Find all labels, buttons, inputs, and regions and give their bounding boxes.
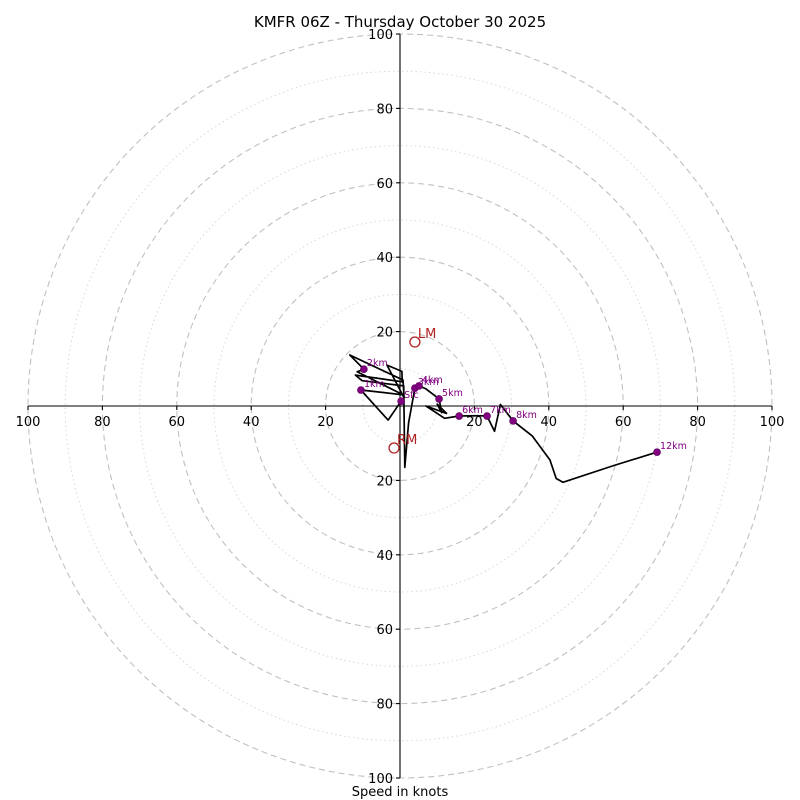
y-tick-label: 100 <box>368 772 393 787</box>
storm-motion-rm-label: RM <box>397 433 417 448</box>
height-marker-5km <box>435 395 443 403</box>
height-marker-2km <box>360 365 368 373</box>
x-tick-label: 20 <box>466 415 483 430</box>
y-tick-label: 80 <box>376 102 393 117</box>
x-tick-label: 100 <box>760 415 785 430</box>
y-tick-label: 40 <box>376 251 393 266</box>
x-tick-label: 100 <box>16 415 41 430</box>
x-tick-label: 80 <box>689 415 706 430</box>
height-marker-6km <box>455 412 463 420</box>
x-tick-label: 60 <box>169 415 186 430</box>
storm-motion-rm-marker <box>388 442 400 454</box>
x-tick-label: 20 <box>317 415 334 430</box>
height-label-2km: 2km <box>367 358 388 369</box>
storm-motion-lm-marker <box>409 336 421 348</box>
x-tick-label: 40 <box>541 415 558 430</box>
x-axis-label: Speed in knots <box>352 785 449 800</box>
height-marker-8km <box>509 417 517 425</box>
height-label-4km: 4km <box>422 375 443 386</box>
axes <box>28 34 772 778</box>
hodograph-trace-group <box>348 354 658 484</box>
y-ticks: 100 80 60 40 20 20 40 60 80 100 <box>368 28 400 787</box>
height-label-7km: 7km <box>490 405 511 416</box>
y-tick-label: 100 <box>368 28 393 43</box>
height-label-1km: 1km <box>364 379 385 390</box>
height-marker-1km <box>357 386 365 394</box>
y-tick-label: 60 <box>376 623 393 638</box>
y-tick-label: 60 <box>376 177 393 192</box>
y-tick-label: 20 <box>376 474 393 489</box>
height-label-12km: 12km <box>660 441 687 452</box>
y-tick-label: 20 <box>376 326 393 341</box>
height-marker-12km <box>653 448 661 456</box>
height-marker-sfc <box>397 397 405 405</box>
storm-motions: LM RM <box>388 327 436 454</box>
x-tick-label: 40 <box>243 415 260 430</box>
height-marker-4km <box>415 382 423 390</box>
x-tick-label: 80 <box>94 415 111 430</box>
y-tick-label: 80 <box>376 698 393 713</box>
height-label-6km: 6km <box>462 405 483 416</box>
y-tick-label: 40 <box>376 549 393 564</box>
height-label-5km: 5km <box>442 388 463 399</box>
x-ticks: 100 80 60 40 20 20 40 60 80 100 <box>16 406 785 430</box>
height-marker-7km <box>483 412 491 420</box>
height-label-3km: 3km <box>418 377 439 388</box>
x-tick-label: 60 <box>615 415 632 430</box>
height-label-8km: 8km <box>516 410 537 421</box>
height-label-sfc: Sfc <box>404 390 419 401</box>
hodograph-line <box>348 354 658 484</box>
storm-motion-lm-label: LM <box>418 327 436 342</box>
chart-title: KMFR 06Z - Thursday October 30 2025 <box>254 13 546 31</box>
